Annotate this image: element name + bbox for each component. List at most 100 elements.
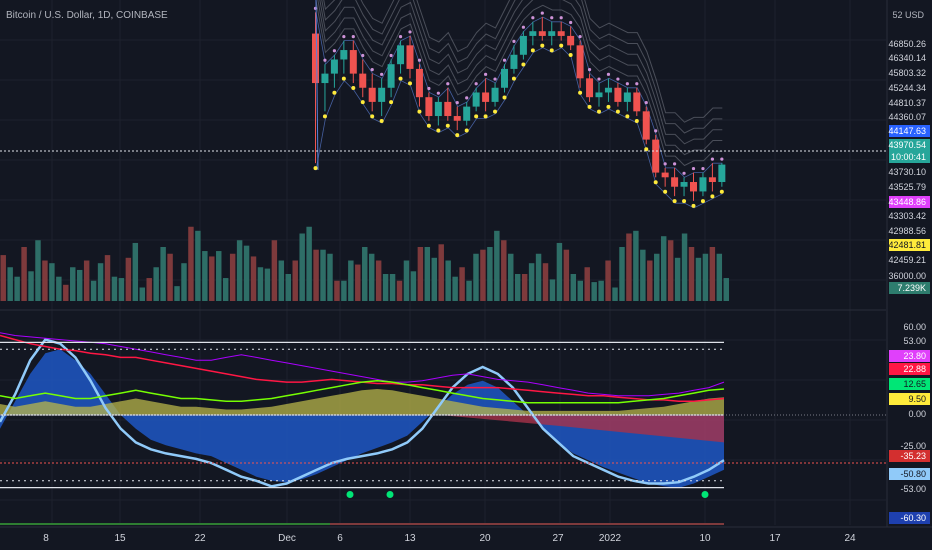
spike-line: [315, 0, 319, 171]
volume-bar: [76, 269, 83, 301]
low-dot-marker: [719, 189, 724, 194]
price-label-box: [889, 239, 930, 251]
oscillator-label-box: [889, 468, 930, 480]
volume-bar: [368, 253, 375, 301]
oscillator-tick-label: 60.00: [903, 322, 926, 332]
volume-bar: [292, 260, 298, 301]
low-dot-marker: [313, 166, 318, 171]
chart-title: Bitcoin / U.S. Dollar, 1D, COINBASE: [6, 10, 168, 21]
volume-bar: [563, 249, 570, 301]
volume-bar: [466, 280, 472, 301]
ribbon-band: [315, 0, 723, 167]
volume-bar: [35, 240, 41, 301]
volume-bar: [306, 226, 312, 301]
price-label-text: 44147.63: [888, 126, 926, 136]
price-label-text: 10:00:41: [891, 152, 926, 162]
volume-last-label: 7.239K: [897, 283, 926, 293]
volume-bar: [188, 226, 194, 301]
volume-bar: [125, 257, 132, 301]
volume-bar: [681, 233, 688, 301]
candle-body: [463, 106, 471, 121]
low-dot-marker: [436, 128, 441, 133]
high-dot-marker: [370, 68, 374, 72]
high-dot-marker: [587, 68, 592, 72]
volume-bar: [570, 274, 577, 301]
low-dot-marker: [540, 43, 545, 48]
candle-body: [387, 64, 395, 88]
candle-body: [378, 87, 386, 102]
volume-bar: [355, 264, 361, 301]
candle-body: [397, 45, 405, 65]
high-dot-marker: [540, 11, 544, 15]
high-dot-marker: [682, 171, 686, 175]
time-axis-label: 10: [699, 533, 711, 544]
volume-bar: [375, 260, 382, 301]
low-dot-marker: [700, 199, 705, 204]
ribbon-band: [321, 0, 723, 134]
high-dot-marker: [351, 35, 355, 39]
volume-bar: [7, 267, 13, 301]
time-axis-label: 6: [337, 533, 343, 544]
volume-bar: [688, 247, 695, 301]
volume-bar: [647, 260, 653, 301]
low-dot-marker: [483, 114, 488, 119]
candle-body: [330, 59, 338, 74]
candle-body: [671, 177, 679, 187]
high-dot-marker: [654, 129, 658, 133]
volume-bar: [577, 280, 583, 301]
price-tick-label: 46340.14: [888, 53, 926, 63]
volume-bar: [97, 263, 104, 301]
price-tick-label: 46850.26: [888, 39, 926, 49]
high-dot-marker: [616, 77, 620, 81]
volume-bar: [494, 230, 500, 301]
volume-bar: [542, 263, 549, 301]
volume-bar: [403, 260, 410, 301]
high-dot-marker: [474, 82, 478, 86]
volume-bar: [313, 249, 319, 301]
volume-bar: [222, 278, 229, 301]
volume-bar: [209, 256, 215, 301]
envelope-lower: [315, 47, 723, 209]
signal-line-purple: [0, 332, 725, 397]
candle-body: [576, 45, 584, 79]
volume-bar: [174, 286, 180, 301]
ribbon-band: [323, 0, 723, 123]
high-dot-marker: [380, 72, 384, 76]
volume-bar: [271, 240, 278, 301]
candle-body: [652, 139, 660, 173]
low-dot-marker: [559, 43, 564, 48]
volume-bar: [264, 268, 271, 301]
candle-body: [586, 78, 594, 98]
candle-body: [434, 101, 442, 117]
oscillator-label-text: 23.80: [903, 351, 926, 361]
high-dot-marker: [408, 30, 412, 34]
low-dot-marker: [341, 76, 346, 81]
high-dot-marker: [531, 16, 535, 20]
low-dot-marker: [587, 104, 592, 109]
candle-body: [718, 164, 726, 183]
volume-bar: [49, 263, 55, 301]
volume-bar: [90, 280, 97, 301]
volume-bar: [195, 230, 201, 301]
low-dot-marker: [445, 123, 450, 128]
volume-bar: [285, 274, 291, 301]
volume-bar: [431, 257, 437, 301]
volume-bar: [229, 253, 236, 301]
price-tick-label: 43730.10: [888, 167, 926, 177]
oscillator-tick-label: 0.00: [908, 409, 926, 419]
high-dot-marker: [720, 157, 724, 161]
volume-bar: [146, 278, 152, 301]
price-tick-label: 43303.42: [888, 211, 926, 221]
volume-bar: [667, 240, 674, 301]
low-dot-marker: [606, 104, 611, 109]
candle-body: [491, 87, 499, 102]
low-dot-marker: [408, 81, 412, 86]
candle-body: [614, 87, 622, 102]
volume-bar: [445, 260, 451, 301]
signal-dot: [346, 491, 354, 499]
volume-bar: [640, 249, 646, 301]
time-axis-label: 20: [479, 533, 491, 544]
volume-bar: [0, 255, 6, 301]
high-dot-marker: [313, 6, 318, 10]
